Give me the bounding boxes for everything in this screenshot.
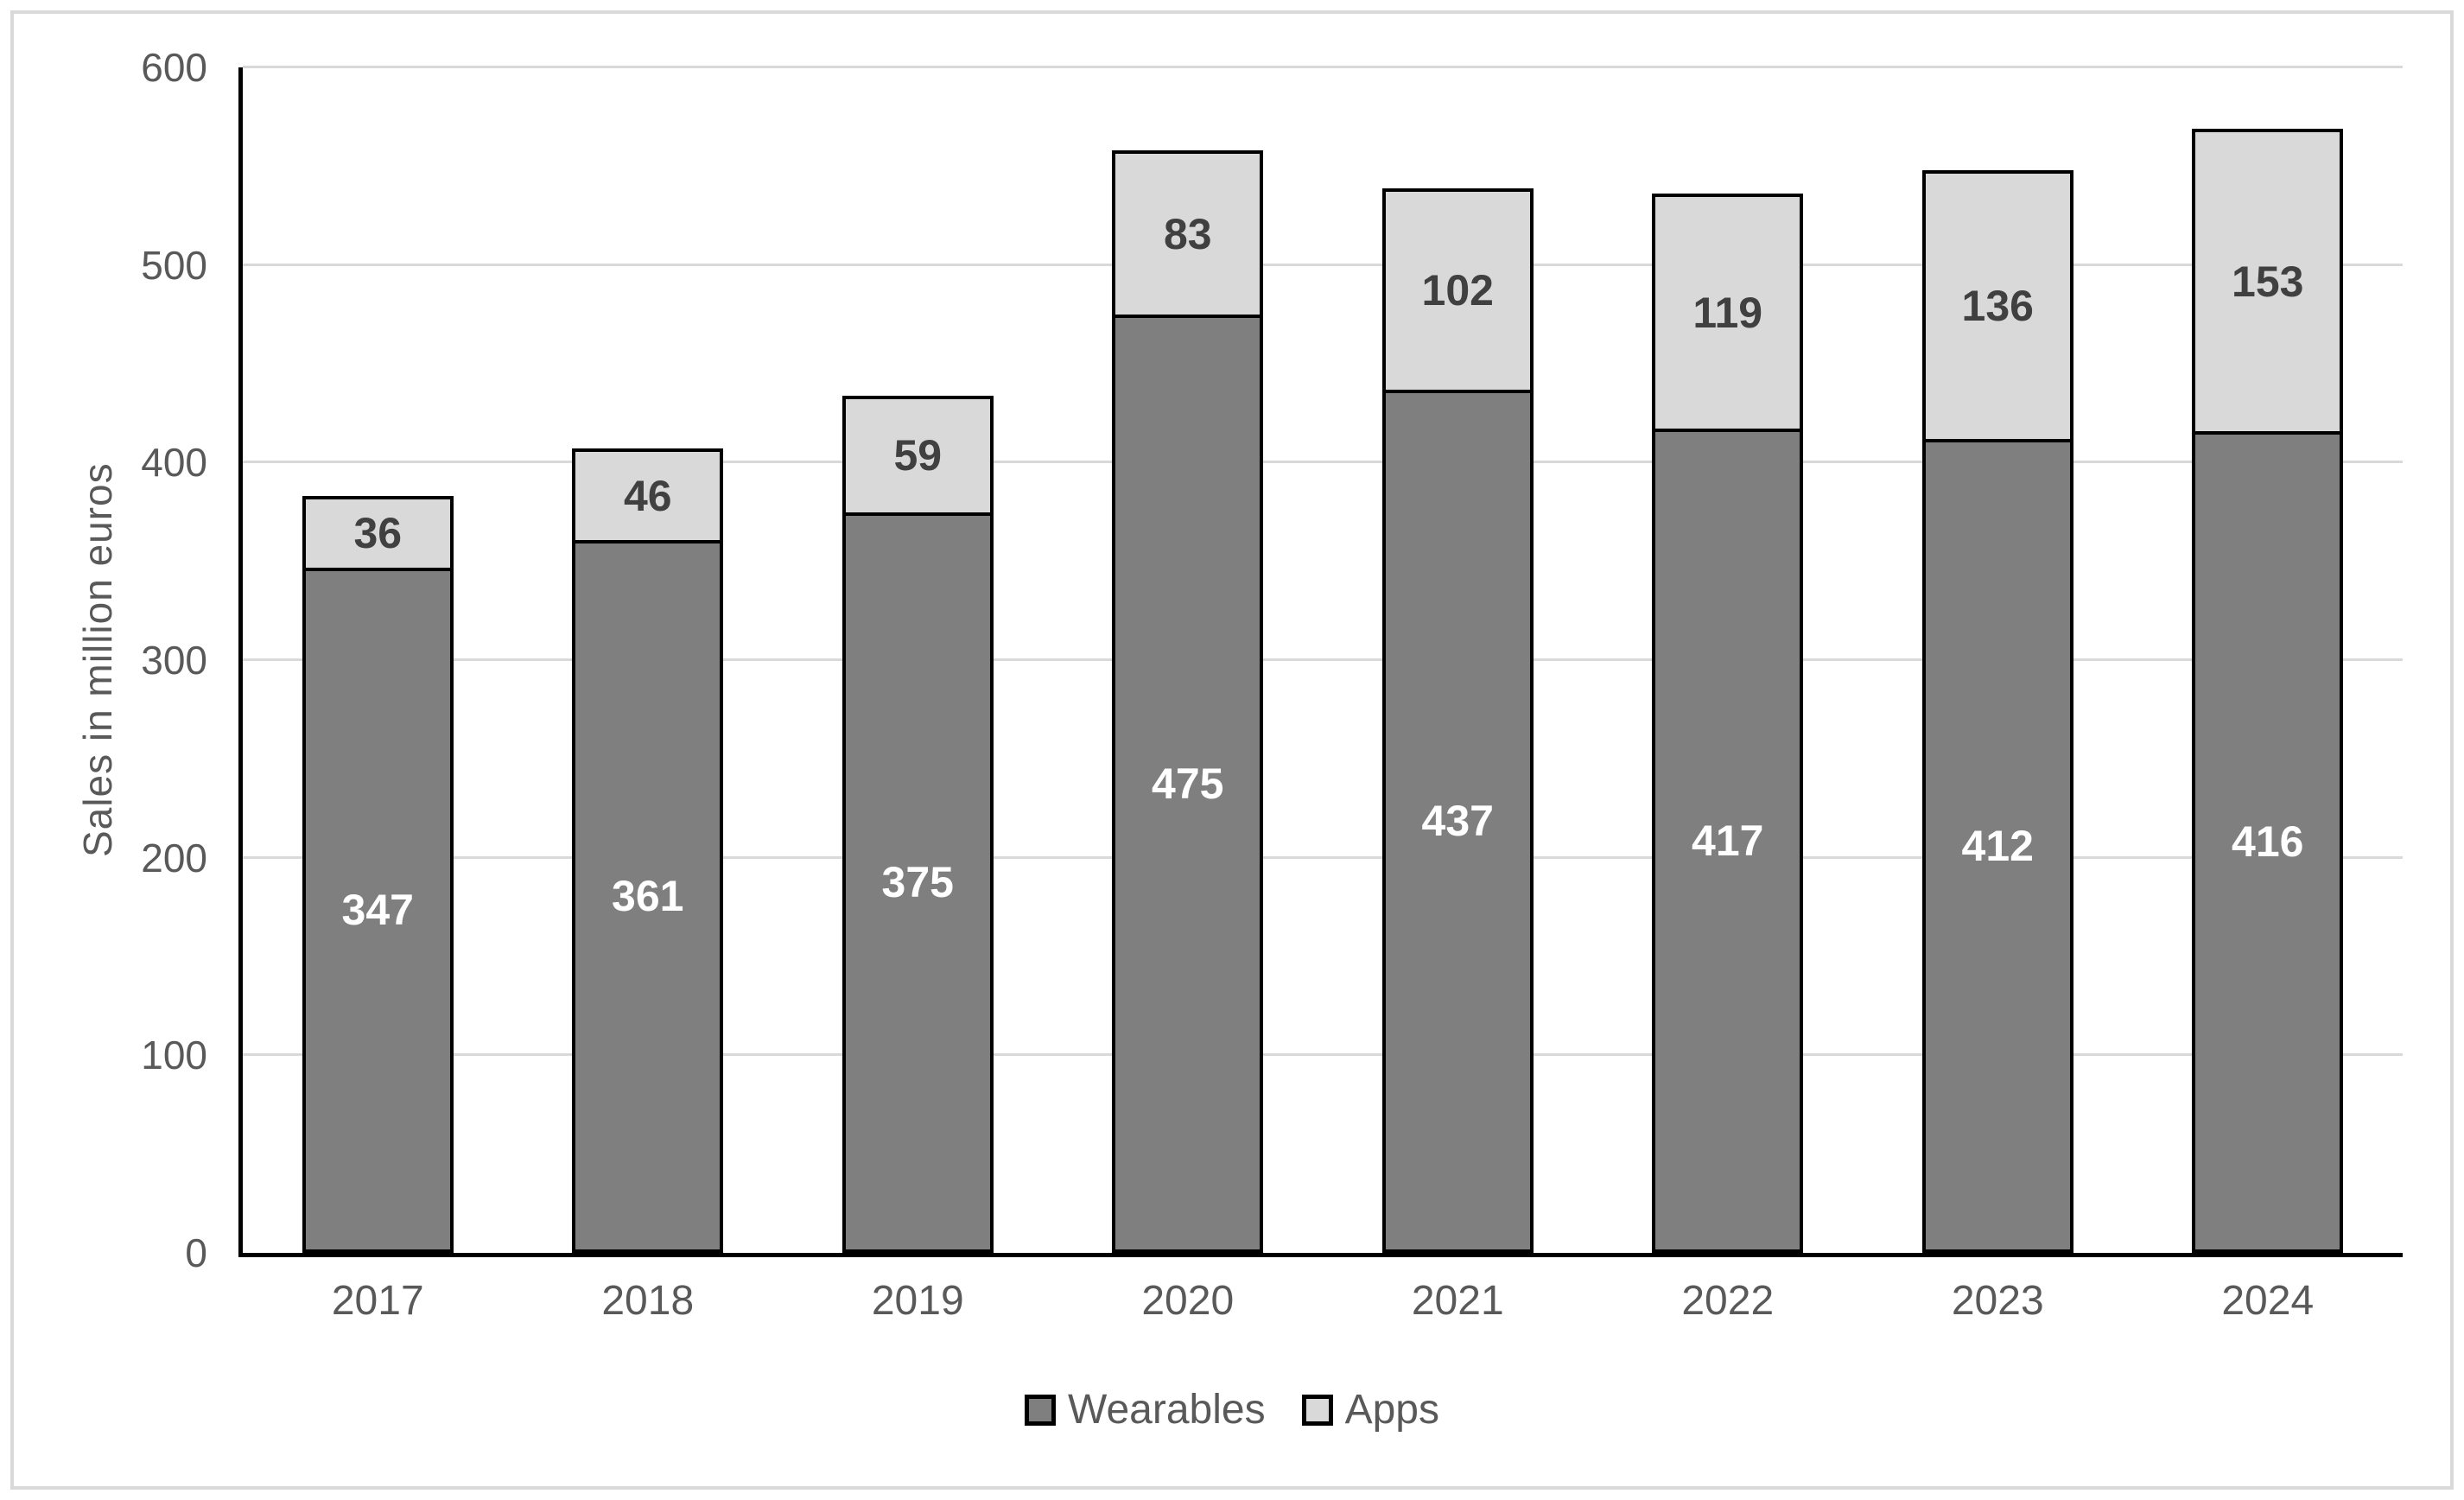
bar-value-label: 36 [353,509,403,558]
x-axis-label: 2021 [1411,1278,1504,1324]
bar-group-2020: 475 83 [1053,67,1324,1253]
bar-stack: 416 153 [2192,67,2344,1253]
bar-segment-wearables: 417 [1652,429,1804,1253]
x-axis-label: 2020 [1141,1278,1235,1324]
bar-segment-wearables: 412 [1921,438,2073,1253]
bar-value-label: 475 [1152,759,1224,808]
y-axis-ticks: 0 100 200 300 400 500 600 [0,48,207,1273]
gridline [243,855,2403,859]
bar-group-2023: 412 136 [1863,67,2133,1253]
y-axis-tick-label: 0 [185,1230,207,1275]
legend-item-wearables: Wearables [1025,1389,1266,1431]
bar-group-2022: 417 119 [1593,67,1864,1253]
bar-group-2018: 361 46 [513,67,784,1253]
y-axis-tick-label: 100 [141,1033,207,1078]
bar-value-label: 136 [1961,282,2034,331]
bar-segment-wearables: 361 [572,539,724,1253]
bar-segment-apps: 83 [1112,150,1264,315]
gridline [243,658,2403,661]
x-axis-label: 2019 [871,1278,964,1324]
plot-area: 347 36 361 46 375 59 475 83 437 102 417 119 412 136 41… [238,66,2403,1257]
legend-label: Apps [1344,1387,1439,1433]
bar-stack: 475 83 [1112,67,1264,1253]
x-axis-label: 2022 [1681,1278,1775,1324]
legend-swatch-wearables [1025,1395,1057,1426]
bar-value-label: 83 [1163,209,1212,258]
bar-group-2019: 375 59 [783,67,1053,1253]
bar-value-label: 437 [1421,797,1494,846]
bar-segment-wearables: 347 [302,567,454,1253]
x-axis-labels: 2017 2018 2019 2020 2021 2022 2023 2024 [243,1277,2403,1325]
bar-value-label: 416 [2232,817,2304,867]
bar-segment-apps: 153 [2192,128,2344,431]
bar-value-label: 59 [893,431,943,480]
bar-segment-apps: 36 [302,496,454,568]
bar-value-label: 375 [881,858,954,907]
bar-segment-apps: 136 [1921,169,2073,439]
legend-label: Wearables [1068,1387,1266,1433]
bar-segment-apps: 59 [841,395,994,512]
bar-segment-apps: 46 [572,448,724,540]
y-axis-tick-label: 500 [141,242,207,288]
gridline [243,461,2403,464]
bar-group-2017: 347 36 [243,67,513,1253]
y-axis-tick-label: 200 [141,835,207,880]
bar-value-label: 153 [2232,257,2304,306]
x-axis-label: 2018 [601,1278,695,1324]
x-axis-label: 2024 [2221,1278,2315,1324]
bar-stack: 437 102 [1381,67,1534,1253]
bar-segment-wearables: 437 [1381,389,1534,1253]
bar-stack: 417 119 [1652,67,1804,1253]
x-axis-label: 2023 [1951,1278,2044,1324]
y-axis-tick-label: 400 [141,440,207,486]
bar-stack: 347 36 [302,67,454,1253]
gridline [243,66,2403,68]
legend-swatch-apps [1301,1395,1333,1426]
bar-group-2024: 416 153 [2133,67,2404,1253]
gridline [243,263,2403,266]
bar-value-label: 361 [612,872,684,921]
bar-stack: 412 136 [1921,67,2073,1253]
y-axis-tick-label: 300 [141,638,207,683]
x-axis-label: 2017 [331,1278,424,1324]
bar-segment-wearables: 475 [1112,314,1264,1253]
legend-item-apps: Apps [1301,1387,1439,1433]
bar-stack: 361 46 [572,67,724,1253]
y-axis-tick-label: 600 [141,45,207,90]
legend: Wearables Apps [0,1381,2464,1440]
bar-segment-apps: 119 [1652,194,1804,429]
bar-value-label: 46 [623,471,672,520]
bars-row: 347 36 361 46 375 59 475 83 437 102 417 119 412 136 41… [243,67,2403,1253]
bar-group-2021: 437 102 [1323,67,1593,1253]
bar-segment-apps: 102 [1381,188,1534,390]
gridline [243,1053,2403,1057]
bar-value-label: 412 [1961,821,2034,870]
bar-value-label: 102 [1421,266,1494,315]
bar-value-label: 119 [1692,289,1763,338]
bar-value-label: 417 [1692,817,1764,866]
bar-value-label: 347 [341,886,414,935]
bar-segment-wearables: 375 [841,512,994,1253]
bar-segment-wearables: 416 [2192,430,2344,1253]
bar-stack: 375 59 [841,67,994,1253]
